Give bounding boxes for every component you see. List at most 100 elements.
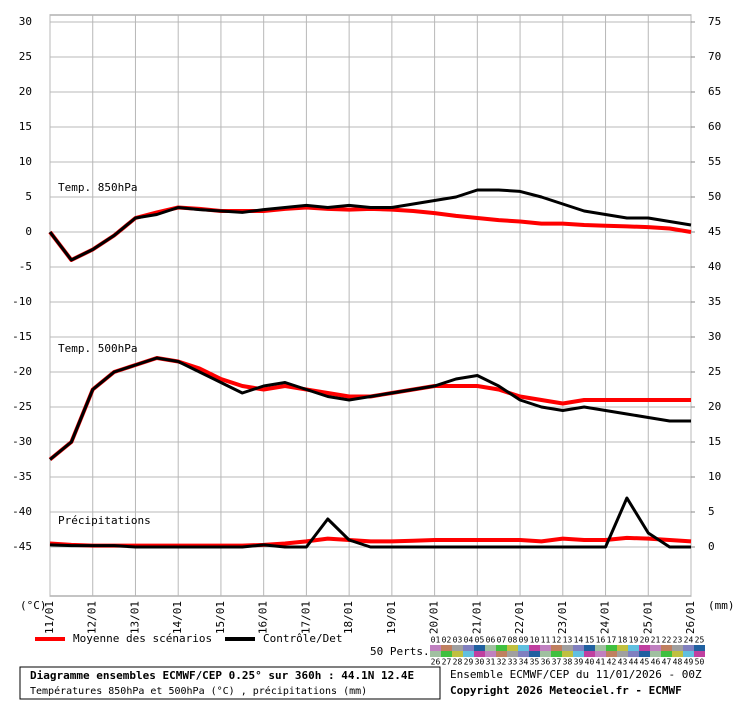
- member-label: 33: [508, 658, 518, 667]
- member-swatch: [584, 651, 595, 657]
- footer-copyright: Copyright 2026 Meteociel.fr - ECMWF: [450, 684, 682, 697]
- member-swatch: [595, 651, 606, 657]
- x-tick-label: 19/01: [385, 601, 398, 634]
- x-tick-label: 18/01: [342, 601, 355, 634]
- x-tick-label: 23/01: [556, 601, 569, 634]
- y2-tick-label: 25: [708, 365, 721, 378]
- y-tick-label: -25: [12, 400, 32, 413]
- member-label: 44: [629, 658, 639, 667]
- member-swatch: [595, 645, 606, 651]
- member-swatch: [485, 645, 496, 651]
- x-tick-label: 12/01: [86, 601, 99, 634]
- member-swatch: [496, 645, 507, 651]
- member-swatch: [518, 645, 529, 651]
- member-label: 09: [519, 636, 529, 645]
- footer-title: Diagramme ensembles ECMWF/CEP 0.25° sur …: [30, 669, 414, 682]
- y2-tick-label: 70: [708, 50, 721, 63]
- y2-tick-label: 45: [708, 225, 721, 238]
- member-label: 28: [453, 658, 463, 667]
- annotation: Temp. 500hPa: [58, 342, 137, 355]
- series-line: [49, 496, 691, 549]
- member-swatch: [672, 645, 683, 651]
- member-label: 49: [684, 658, 694, 667]
- member-label: 07: [497, 636, 507, 645]
- y-tick-label: -45: [12, 540, 32, 553]
- member-swatch: [694, 651, 705, 657]
- member-label: 30: [475, 658, 485, 667]
- member-label: 03: [453, 636, 463, 645]
- member-label: 26: [431, 658, 441, 667]
- y2-tick-label: 40: [708, 260, 721, 273]
- plot-frame: [49, 14, 692, 597]
- member-swatch: [441, 645, 452, 651]
- member-swatch: [562, 645, 573, 651]
- member-swatch: [485, 651, 496, 657]
- y2-tick-label: 5: [708, 505, 715, 518]
- member-label: 31: [486, 658, 496, 667]
- member-label: 29: [464, 658, 474, 667]
- annotation: Temp. 850hPa: [58, 181, 137, 194]
- member-swatch: [540, 645, 551, 651]
- member-label: 15: [585, 636, 595, 645]
- y2-tick-label: 60: [708, 120, 721, 133]
- member-label: 42: [607, 658, 617, 667]
- member-swatch: [507, 651, 518, 657]
- member-swatch: [551, 651, 562, 657]
- member-label: 37: [552, 658, 562, 667]
- member-swatch: [694, 645, 705, 651]
- member-label: 16: [596, 636, 606, 645]
- member-label: 40: [585, 658, 595, 667]
- member-swatch: [606, 651, 617, 657]
- member-swatch: [650, 651, 661, 657]
- y-tick-label: -35: [12, 470, 32, 483]
- member-label: 01: [431, 636, 441, 645]
- member-swatch: [551, 645, 562, 651]
- y2-tick-label: 20: [708, 400, 721, 413]
- member-label: 19: [629, 636, 639, 645]
- footer-box: [19, 666, 441, 700]
- member-label: 08: [508, 636, 518, 645]
- y2-tick-label: 35: [708, 295, 721, 308]
- y2-tick-label: 50: [708, 190, 721, 203]
- member-swatch: [606, 645, 617, 651]
- member-swatch: [639, 645, 650, 651]
- member-swatch: [452, 645, 463, 651]
- member-label: 23: [673, 636, 683, 645]
- member-swatch: [650, 645, 661, 651]
- member-swatch: [452, 651, 463, 657]
- x-tick-label: 24/01: [599, 601, 612, 634]
- x-tick-label: 25/01: [641, 601, 654, 634]
- member-label: 14: [574, 636, 584, 645]
- x-tick-label: 20/01: [428, 601, 441, 634]
- member-swatch: [672, 651, 683, 657]
- y-tick-label: 10: [19, 155, 32, 168]
- x-tick-label: 11/01: [43, 601, 56, 634]
- member-label: 11: [541, 636, 551, 645]
- x-tick-label: 26/01: [684, 601, 697, 634]
- y-tick-label: -10: [12, 295, 32, 308]
- member-swatch: [683, 645, 694, 651]
- member-swatch: [518, 651, 529, 657]
- member-swatch: [562, 651, 573, 657]
- x-tick-label: 15/01: [214, 601, 227, 634]
- member-label: 43: [618, 658, 628, 667]
- y-tick-label: 30: [19, 15, 32, 28]
- member-swatch: [529, 645, 540, 651]
- member-label: 21: [651, 636, 661, 645]
- member-swatch: [430, 645, 441, 651]
- x-tick-label: 22/01: [513, 601, 526, 634]
- y-unit: (°C): [20, 599, 47, 612]
- x-tick-label: 17/01: [299, 601, 312, 634]
- member-label: 25: [695, 636, 705, 645]
- member-swatch: [683, 651, 694, 657]
- y-tick-label: -5: [19, 260, 32, 273]
- member-swatch: [463, 645, 474, 651]
- member-swatch: [540, 651, 551, 657]
- member-label: 13: [563, 636, 573, 645]
- member-label: 27: [442, 658, 452, 667]
- y-tick-label: -15: [12, 330, 32, 343]
- x-tick-label: 21/01: [470, 601, 483, 634]
- member-swatch: [441, 651, 452, 657]
- member-label: 04: [464, 636, 474, 645]
